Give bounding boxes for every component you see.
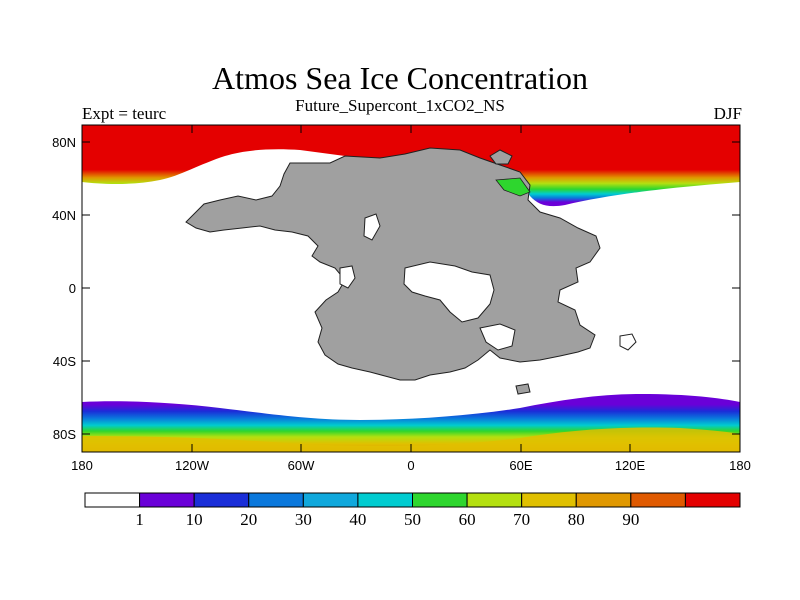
colorbar-swatch [521, 492, 577, 508]
colorbar-label: 80 [568, 510, 585, 529]
northern-coast-ice [495, 177, 531, 197]
x-tick-label: 120W [175, 458, 210, 473]
inland-lake [363, 213, 381, 241]
x-axis [191, 125, 631, 452]
colorbar-swatch [139, 492, 195, 508]
island [489, 149, 513, 165]
experiment-label: Expt = teurc [82, 104, 167, 123]
map-title: Atmos Sea Ice Concentration [212, 60, 588, 96]
colorbar-swatch [193, 492, 250, 508]
inland-sea [403, 261, 495, 323]
colorbar-swatch [248, 492, 304, 508]
y-tick-label: 40N [52, 208, 76, 223]
x-tick-label: 60W [288, 458, 315, 473]
y-tick-label: 40S [53, 354, 76, 369]
map-subtitle: Future_Supercont_1xCO2_NS [295, 96, 505, 115]
inland-gulf [479, 323, 516, 351]
southern-ice-inner [82, 427, 740, 452]
colorbar-label: 70 [513, 510, 530, 529]
colorbar-label: 40 [349, 510, 366, 529]
colorbar-swatch [84, 492, 141, 508]
inland-lake [339, 265, 356, 289]
y-tick-label: 80N [52, 135, 76, 150]
x-tick-label: 180 [729, 458, 751, 473]
x-tick-label: 120E [615, 458, 646, 473]
colorbar-label: 10 [186, 510, 203, 529]
x-tick-label: 180 [71, 458, 93, 473]
y-tick-label: 80S [53, 427, 76, 442]
colorbar-label: 20 [240, 510, 257, 529]
x-tick-label: 60E [509, 458, 532, 473]
island [619, 333, 637, 351]
colorbar-label: 50 [404, 510, 421, 529]
colorbar-swatch [466, 492, 523, 508]
colorbar-swatch [302, 492, 359, 508]
x-tick-label: 0 [407, 458, 414, 473]
colorbar-swatch [357, 492, 413, 508]
colorbar-label: 90 [622, 510, 639, 529]
map-plot-area [82, 125, 740, 452]
colorbar-label: 30 [295, 510, 312, 529]
y-axis [82, 141, 740, 435]
season-label: DJF [713, 104, 742, 123]
colorbar-label: 1 [135, 510, 144, 529]
supercontinent-landmass [185, 147, 601, 381]
island [515, 383, 531, 395]
colorbar-swatch [684, 492, 741, 508]
colorbar-label: 60 [459, 510, 476, 529]
colorbar: 1 10 20 30 40 50 60 70 80 90 [84, 492, 741, 529]
colorbar-swatch [630, 492, 686, 508]
y-tick-label: 0 [69, 281, 76, 296]
colorbar-swatch [412, 492, 468, 508]
northern-ice-band [82, 125, 740, 207]
colorbar-swatch [575, 492, 632, 508]
